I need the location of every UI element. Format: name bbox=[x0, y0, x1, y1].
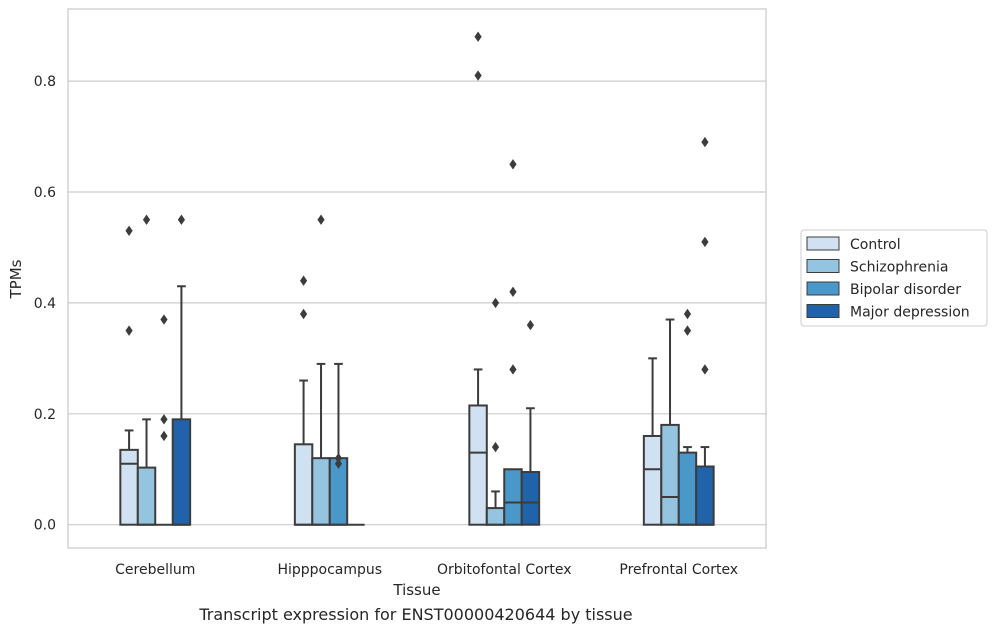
box-plot-item bbox=[293, 275, 314, 526]
y-axis-label: TPMs bbox=[7, 259, 25, 299]
y-tick-labels: 0.0 0.2 0.4 0.6 0.8 bbox=[34, 74, 56, 534]
box-plot-item bbox=[155, 314, 173, 526]
outlier-point bbox=[177, 214, 186, 225]
x-tick-label: Hipppocampus bbox=[277, 562, 382, 578]
legend-label: Control bbox=[850, 237, 901, 253]
box-plot-item bbox=[695, 136, 715, 526]
box-plot-item bbox=[642, 357, 663, 526]
outlier-point bbox=[701, 236, 709, 248]
box-plot-item bbox=[468, 31, 488, 526]
box-plot-item bbox=[311, 214, 331, 526]
box-plot-item bbox=[136, 214, 157, 526]
legend-label: Bipolar disorder bbox=[850, 282, 961, 298]
outlier-point bbox=[701, 136, 709, 148]
outlier-point bbox=[299, 308, 308, 320]
y-tick-label: 0.8 bbox=[34, 74, 56, 90]
outlier-point bbox=[509, 159, 517, 170]
x-tick-labels: Cerebellum Hipppocampus Orbitofontal Corte… bbox=[115, 562, 738, 578]
outlier-point bbox=[683, 308, 692, 320]
outlier-point bbox=[142, 214, 151, 225]
outlier-point bbox=[474, 31, 482, 42]
outlier-point bbox=[509, 286, 517, 298]
box-plot-item bbox=[520, 319, 541, 526]
legend-frame bbox=[800, 229, 988, 327]
box bbox=[503, 468, 523, 526]
box bbox=[520, 471, 541, 526]
box-plot-item bbox=[660, 318, 680, 526]
legend-label: Major depression bbox=[850, 305, 970, 321]
x-tick-label: Prefrontal Cortex bbox=[619, 562, 738, 578]
box-plot-item bbox=[503, 159, 523, 526]
y-tick-label: 0.0 bbox=[34, 518, 56, 534]
box-plot-item bbox=[328, 362, 349, 526]
legend-label: Schizophrenia bbox=[850, 260, 948, 276]
outlier-point bbox=[125, 325, 133, 336]
y-tick-label: 0.2 bbox=[34, 407, 56, 423]
figure-caption: Transcript expression for ENST0000042064… bbox=[199, 605, 633, 624]
legend-swatch bbox=[806, 281, 840, 296]
box bbox=[119, 448, 139, 526]
box bbox=[468, 404, 488, 526]
outlier-point bbox=[474, 70, 482, 81]
outlier-point bbox=[334, 452, 343, 464]
plot-frame bbox=[67, 8, 767, 549]
outlier-point bbox=[526, 319, 535, 331]
box-plot-item bbox=[119, 225, 139, 526]
outlier-point bbox=[317, 214, 325, 225]
box-plot-series bbox=[119, 31, 715, 526]
x-axis-label: Tissue bbox=[392, 581, 440, 599]
legend-swatch bbox=[806, 259, 840, 273]
x-tick-label: Cerebellum bbox=[115, 562, 195, 578]
legend-swatch bbox=[806, 236, 840, 251]
outlier-point bbox=[334, 458, 343, 469]
outlier-point bbox=[701, 364, 709, 375]
outlier-point bbox=[683, 325, 692, 336]
box-plot-item bbox=[485, 297, 506, 526]
box bbox=[136, 466, 157, 526]
box-plot-item bbox=[171, 214, 192, 526]
x-tick-label: Orbitofontal Cortex bbox=[437, 562, 572, 578]
box bbox=[171, 418, 192, 526]
y-tick-label: 0.4 bbox=[34, 296, 56, 312]
box bbox=[311, 457, 331, 526]
y-tick-label: 0.6 bbox=[34, 185, 56, 201]
box bbox=[642, 434, 663, 526]
legend: Control Schizophrenia Bipolar disorder Majo… bbox=[800, 229, 988, 327]
outlier-point bbox=[125, 225, 133, 237]
outlier-point bbox=[491, 441, 500, 453]
box bbox=[660, 423, 680, 526]
outlier-point bbox=[160, 430, 168, 442]
box bbox=[293, 443, 314, 526]
box bbox=[677, 451, 698, 526]
box-plot-item bbox=[677, 308, 698, 526]
legend-swatch bbox=[806, 304, 840, 318]
outlier-point bbox=[160, 414, 168, 425]
box bbox=[695, 465, 715, 526]
outlier-point bbox=[491, 297, 500, 309]
outlier-point bbox=[509, 364, 517, 375]
box bbox=[485, 507, 506, 526]
outlier-point bbox=[160, 314, 168, 325]
outlier-point bbox=[299, 275, 308, 286]
